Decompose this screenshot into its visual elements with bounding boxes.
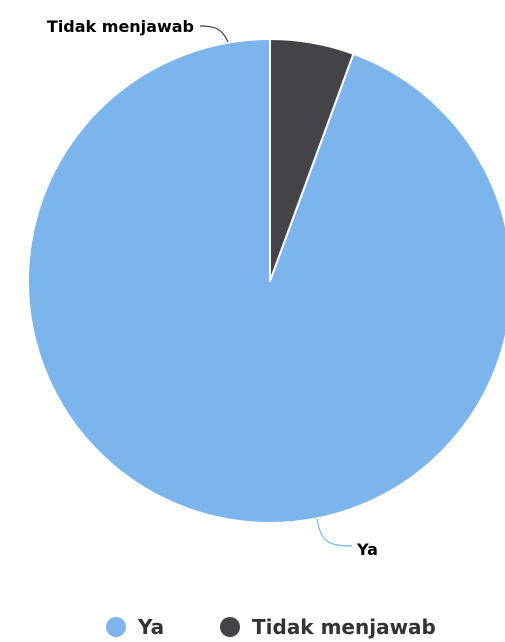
legend-marker-ya bbox=[106, 617, 126, 637]
label-connectors bbox=[199, 25, 353, 547]
legend-label-ya: Ya bbox=[137, 615, 164, 639]
legend[interactable]: Ya Tidak menjawab bbox=[106, 615, 436, 639]
pie-slices bbox=[27, 38, 505, 524]
legend-marker-tidak-menjawab bbox=[220, 617, 240, 637]
slice-label-ya: Ya bbox=[356, 540, 378, 559]
slice-label-tidak-menjawab: Tidak menjawab bbox=[47, 17, 194, 36]
pie-slice-tidak-menjawab[interactable] bbox=[269, 38, 355, 282]
legend-label-tidak-menjawab: Tidak menjawab bbox=[252, 615, 436, 639]
connector-ya bbox=[316, 518, 353, 547]
connector-tidak-menjawab bbox=[199, 25, 229, 43]
legend-item-tidak-menjawab[interactable]: Tidak menjawab bbox=[220, 615, 436, 639]
legend-item-ya[interactable]: Ya bbox=[106, 615, 164, 639]
pie-slice-ya[interactable] bbox=[27, 38, 505, 524]
